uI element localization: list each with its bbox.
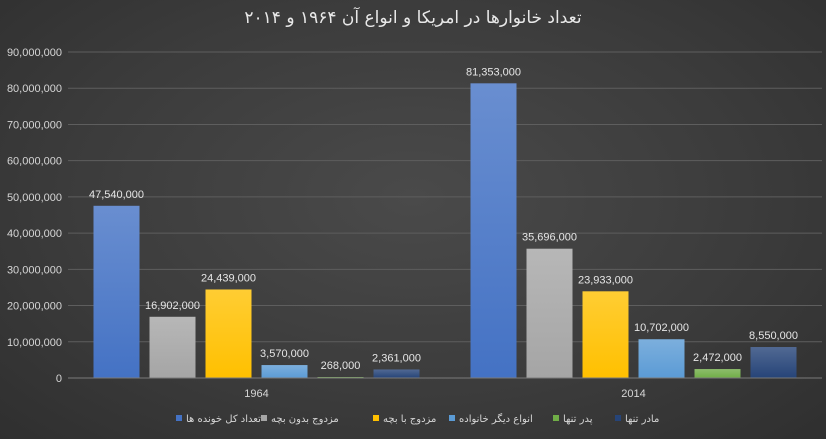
bar [261,365,308,378]
y-tick-label: 70,000,000 [7,119,62,131]
y-tick-label: 0 [56,373,62,385]
bar [638,339,685,378]
legend-swatch [176,415,182,421]
bar [694,369,741,378]
y-tick-label: 20,000,000 [7,301,62,313]
chart-title: تعداد خانوارها در امریکا و انواع آن ۱۹۶۴… [244,8,582,28]
bar [373,369,420,378]
y-tick-label: 40,000,000 [7,228,62,240]
data-label: 2,472,000 [693,352,742,364]
legend-swatch [553,415,559,421]
x-tick-label: 1964 [244,388,268,400]
data-label: 8,550,000 [749,330,798,342]
legend-swatch [261,415,267,421]
data-label: 81,353,000 [466,66,521,78]
bar [470,83,517,379]
legend-label: مزدوج با بچه [383,414,436,425]
bar [93,205,140,378]
data-label: 23,933,000 [578,274,633,286]
x-tick-label: 2014 [621,388,645,400]
y-tick-label: 60,000,000 [7,156,62,168]
legend-swatch [373,415,379,421]
legend-swatch [449,415,455,421]
bar [205,289,252,378]
y-tick-label: 50,000,000 [7,192,62,204]
data-label: 16,902,000 [145,300,200,312]
legend-label: مادر تنها [625,414,659,425]
y-tick-label: 80,000,000 [7,83,62,95]
bar [750,347,797,378]
data-label: 35,696,000 [522,232,577,244]
legend-label: مزدوج بدون بچه [271,414,339,425]
bar [526,248,573,378]
bar [149,316,196,378]
legend-swatch [615,415,621,421]
y-tick-label: 30,000,000 [7,264,62,276]
y-tick-label: 10,000,000 [7,337,62,349]
data-label: 2,361,000 [372,352,421,364]
bar [582,291,629,378]
data-label: 47,540,000 [89,189,144,201]
y-tick-label: 90,000,000 [7,47,62,59]
legend-label: تعداد کل خونده ها [186,414,261,425]
data-label: 3,570,000 [260,348,309,360]
legend-label: انواع دیگر خانواده [459,413,533,425]
data-label: 268,000 [321,360,361,372]
legend-label: پدر تنها [563,414,593,425]
data-label: 24,439,000 [201,272,256,284]
data-label: 10,702,000 [634,322,689,334]
